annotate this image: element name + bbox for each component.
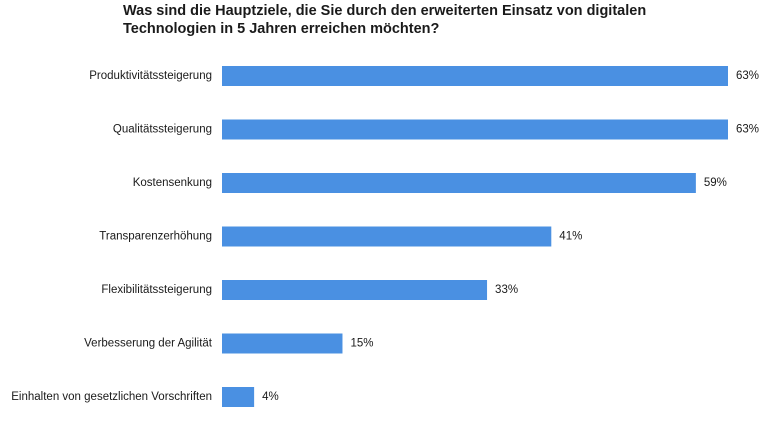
- bar-row: Produktivitätssteigerung 63%: [89, 66, 759, 86]
- chart-title-line-1: Was sind die Hauptziele, die Sie durch d…: [123, 3, 647, 19]
- value-label: 4%: [262, 391, 279, 403]
- bar-row: Einhalten von gesetzlichen Vorschriften 4…: [11, 387, 279, 407]
- bar: [222, 280, 488, 300]
- bar-row: Qualitätssteigerung 63%: [113, 119, 759, 140]
- category-label: Produktivitätssteigerung: [89, 70, 212, 82]
- bar: [222, 119, 728, 140]
- category-label: Flexibilitätssteigerung: [101, 284, 212, 296]
- chart-title-line-2: Technologien in 5 Jahren erreichen möcht…: [123, 21, 440, 37]
- bar-row: Flexibilitätssteigerung 33%: [101, 280, 518, 300]
- category-label: Verbesserung der Agilität: [84, 338, 213, 350]
- category-label: Einhalten von gesetzlichen Vorschriften: [11, 391, 212, 403]
- value-label: 41%: [559, 231, 582, 243]
- bar: [222, 226, 552, 247]
- bar-row: Verbesserung der Agilität 15%: [84, 333, 374, 354]
- value-label: 63%: [736, 70, 759, 82]
- category-label: Kostensenkung: [133, 177, 212, 189]
- bar: [222, 387, 255, 407]
- bars-group: Produktivitätssteigerung 63%Qualitätsstei…: [11, 66, 759, 407]
- bar: [222, 173, 696, 193]
- value-label: 15%: [350, 338, 373, 350]
- value-label: 63%: [736, 124, 759, 136]
- bar-row: Kostensenkung 59%: [133, 173, 727, 193]
- bar: [222, 333, 343, 354]
- value-label: 59%: [704, 177, 727, 189]
- category-label: Transparenzerhöhung: [99, 231, 212, 243]
- category-label: Qualitätssteigerung: [113, 124, 212, 136]
- bar-row: Transparenzerhöhung 41%: [99, 226, 582, 247]
- bar: [222, 66, 728, 86]
- value-label: 33%: [495, 284, 518, 296]
- chart-title: Was sind die Hauptziele, die Sie durch d…: [123, 2, 723, 38]
